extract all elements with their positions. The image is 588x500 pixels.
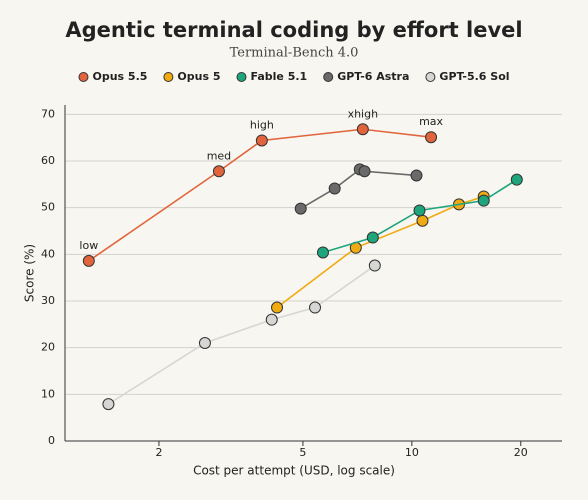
legend-text: Fable 5.1 <box>250 70 307 83</box>
legend-text: GPT-5.6 Sol <box>439 70 509 83</box>
y-tick-label: 10 <box>41 387 55 400</box>
data-point <box>294 202 307 215</box>
data-point <box>316 246 329 259</box>
y-tick-label: 30 <box>41 294 55 307</box>
x-tick-label: 20 <box>514 446 528 459</box>
data-point <box>265 313 278 326</box>
series-line <box>107 264 376 405</box>
y-axis-label: Score (%) <box>23 244 37 302</box>
y-tick-label: 60 <box>41 154 55 167</box>
chart-subtitle: Terminal-Bench 4.0 <box>230 46 359 61</box>
data-point <box>198 337 211 349</box>
y-tick-label: 70 <box>41 107 55 120</box>
legend-marker <box>163 72 174 82</box>
data-point <box>410 169 423 182</box>
point-label: max <box>419 115 443 128</box>
data-point <box>366 231 379 244</box>
y-tick-label: 50 <box>41 201 55 214</box>
y-tick-label: 0 <box>48 434 55 447</box>
legend-text: Opus 5 <box>177 70 220 83</box>
legend-text: GPT-6 Astra <box>337 70 409 83</box>
series-line <box>88 128 432 262</box>
chart-title: Agentic terminal coding by effort level <box>65 18 522 42</box>
data-point <box>477 194 490 207</box>
x-tick-label: 5 <box>299 446 306 459</box>
point-label: med <box>207 149 231 162</box>
data-point <box>212 165 225 178</box>
point-label: low <box>79 239 98 252</box>
data-point <box>413 204 426 217</box>
data-point <box>271 301 284 314</box>
legend-marker <box>236 72 247 82</box>
x-tick-label: 2 <box>155 446 162 459</box>
legend-marker <box>323 72 334 82</box>
x-axis-label: Cost per attempt (USD, log scale) <box>193 464 395 478</box>
data-point <box>358 165 371 178</box>
data-point <box>255 134 268 147</box>
data-point <box>356 123 369 136</box>
x-tick-label: 10 <box>405 446 419 459</box>
point-label: high <box>250 118 274 131</box>
data-point <box>82 254 95 267</box>
y-tick-label: 20 <box>41 341 55 354</box>
point-label: xhigh <box>348 107 379 120</box>
legend-text: Opus 5.5 <box>92 70 147 83</box>
legend: Opus 5.5 Opus 5 Fable 5.1 GPT-6 Astra GPT-5.… <box>78 70 510 83</box>
data-point <box>425 131 438 144</box>
legend-marker <box>425 72 436 82</box>
data-point <box>328 182 341 195</box>
data-point <box>368 259 381 272</box>
data-point <box>309 301 322 314</box>
data-point <box>102 398 115 411</box>
legend-marker <box>78 72 89 82</box>
y-tick-label: 40 <box>41 247 55 260</box>
data-point <box>510 173 523 186</box>
series-line <box>276 195 484 309</box>
data-point <box>416 214 429 227</box>
